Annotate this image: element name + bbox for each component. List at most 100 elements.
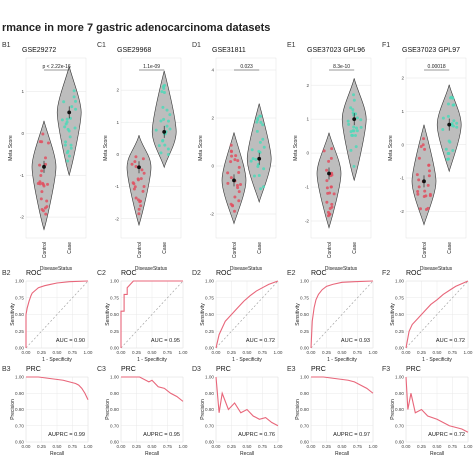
data-point (137, 207, 141, 211)
data-point (45, 199, 49, 203)
y-tick-label: 2 (116, 88, 119, 93)
data-point (325, 200, 329, 204)
panel-label: D2 (192, 270, 201, 277)
data-point (428, 194, 432, 198)
y-tick-label: -2 (210, 212, 215, 217)
data-point (259, 187, 263, 191)
category-label: Control (232, 242, 238, 258)
x-tick-label: 0.25 (322, 350, 331, 355)
data-point (234, 154, 238, 158)
data-point (262, 145, 266, 149)
mean-point (422, 179, 426, 184)
x-axis-label: DiseaseStatus (230, 266, 263, 272)
y-tick-label: 0.90 (395, 391, 404, 396)
prc-title: PRC (121, 366, 136, 373)
panel-label: C2 (97, 270, 106, 277)
data-point (450, 123, 454, 127)
x-axis-label: Recall (335, 451, 349, 457)
y-tick-label: 4 (211, 68, 214, 73)
data-point (255, 129, 259, 133)
data-point (354, 112, 358, 116)
x-axis-label: Recall (240, 451, 254, 457)
y-tick-label: 1.00 (395, 279, 404, 284)
violin-shape (411, 124, 437, 226)
x-tick-label: 0.00 (307, 350, 316, 355)
data-point (41, 181, 45, 185)
data-point (441, 128, 445, 132)
data-point (67, 154, 71, 158)
data-point (237, 165, 241, 169)
auc-label: AUC = 0.90 (56, 338, 85, 344)
y-tick-label: 0.60 (205, 440, 214, 445)
y-tick-label: 0.50 (15, 312, 24, 317)
data-point (447, 139, 451, 143)
diagonal-reference (120, 280, 184, 349)
y-tick-label: 0.75 (395, 295, 404, 300)
data-point (261, 137, 265, 141)
category-label: Case (257, 242, 263, 254)
data-point (351, 111, 355, 115)
data-point (70, 105, 74, 109)
y-axis-label: Sensitivity (10, 303, 16, 326)
data-point (419, 144, 423, 148)
data-point (226, 171, 230, 175)
violin-row: B1 GSE29272 -2 -1 0 1 Meta Score Control Case p <… (2, 42, 467, 272)
data-point (451, 149, 455, 153)
data-point (351, 108, 355, 112)
x-tick-label: 0.25 (227, 350, 236, 355)
y-axis-label: Meta Score (198, 135, 204, 161)
mean-point (257, 156, 262, 161)
y-axis-label: Sensitivity (390, 303, 396, 326)
y-tick-label: 0 (21, 131, 24, 136)
data-point (65, 120, 69, 124)
violin-shape (56, 66, 82, 177)
y-tick-label: 1 (401, 109, 404, 114)
data-point (39, 173, 43, 177)
dataset-title: GSE37023 GPL97 (402, 47, 460, 54)
x-tick-label: 1.00 (369, 350, 378, 355)
data-point (43, 206, 47, 210)
data-point (134, 155, 138, 159)
y-tick-label: 0.60 (300, 440, 309, 445)
data-point (455, 121, 459, 125)
auprc-label: AUPRC = 0.95 (143, 432, 180, 438)
data-point (330, 202, 334, 206)
x-tick-label: 0.75 (163, 350, 172, 355)
y-axis-label: Meta Score (293, 135, 299, 161)
x-tick-label: 0.50 (243, 444, 252, 449)
data-point (427, 174, 431, 178)
data-point (446, 114, 450, 118)
panel-label: B3 (2, 366, 11, 373)
y-tick-label: 0.50 (110, 312, 119, 317)
x-tick-label: 0.25 (132, 350, 141, 355)
prc-curve (405, 376, 469, 433)
dataset-title: GSE31811 (212, 47, 246, 54)
data-point (159, 151, 163, 155)
y-tick-label: 0.80 (110, 407, 119, 412)
roc-panel: E2 ROC 0.00 0.25 0.50 0.75 1.00 0.00 0.25 0.50 0.7… (287, 270, 378, 363)
category-label: Case (352, 242, 358, 254)
data-point (161, 105, 165, 109)
data-point (130, 162, 134, 166)
x-axis-label: Recall (145, 451, 159, 457)
x-tick-label: 0.00 (402, 444, 411, 449)
x-tick-label: 0.75 (163, 444, 172, 449)
p-value-label: p < 2.22e-16 (42, 64, 70, 70)
y-tick-label: 0.90 (110, 391, 119, 396)
data-point (237, 199, 241, 203)
data-point (65, 117, 69, 121)
data-point (233, 158, 237, 162)
y-tick-label: -1 (400, 176, 405, 181)
x-tick-label: 0.75 (448, 444, 457, 449)
x-tick-label: 0.00 (117, 350, 126, 355)
x-tick-label: 0.75 (353, 444, 362, 449)
data-point (455, 125, 459, 129)
x-tick-label: 0.50 (148, 350, 157, 355)
x-tick-label: 0.50 (53, 350, 62, 355)
y-axis-label: Sensitivity (105, 303, 111, 326)
data-point (325, 186, 329, 190)
data-point (132, 182, 136, 186)
data-point (418, 207, 422, 211)
data-point (416, 192, 420, 196)
